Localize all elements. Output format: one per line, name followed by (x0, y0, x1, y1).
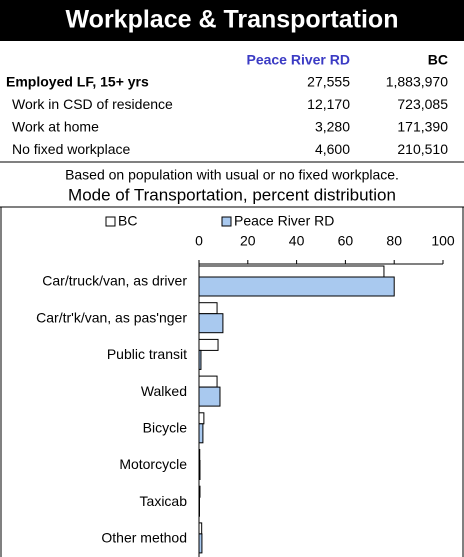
y-tick-label: Walked (141, 383, 187, 399)
bar (198, 449, 201, 461)
cell: 4,600 (315, 141, 350, 157)
bar (198, 276, 395, 297)
note: Based on population with usual or no fix… (65, 167, 399, 183)
x-tick-label: 80 (386, 233, 402, 249)
page-title: Workplace & Transportation (66, 6, 399, 34)
legend-swatch (105, 216, 116, 227)
cell: 1,883,970 (386, 74, 448, 90)
x-tick-label: 0 (195, 233, 203, 249)
row-label: Work in CSD of residence (12, 96, 173, 112)
y-tick-label: Public transit (107, 346, 187, 362)
x-tick-label: 40 (289, 233, 305, 249)
y-tick-label: Taxicab (140, 493, 188, 509)
bar (198, 460, 201, 480)
bar (198, 302, 218, 315)
y-tick-label: Motorcycle (119, 456, 187, 472)
cell: 210,510 (397, 141, 448, 157)
bar (198, 522, 203, 535)
row-label: No fixed workplace (12, 141, 130, 157)
bar (198, 423, 204, 444)
bar (198, 349, 202, 370)
y-tick-label: Other method (101, 530, 187, 546)
x-tick-label: 100 (431, 233, 455, 249)
cell: 723,085 (397, 96, 448, 112)
legend-swatch (221, 216, 232, 227)
row-label: Work at home (12, 119, 99, 135)
cell: 27,555 (307, 74, 350, 90)
y-tick-label: Car/truck/van, as driver (42, 273, 187, 289)
bar (198, 265, 385, 278)
x-tick-label: 60 (338, 233, 354, 249)
x-tick-label: 20 (240, 233, 256, 249)
legend-label: BC (118, 213, 137, 229)
column-header: Peace River RD (246, 52, 350, 68)
y-tick-label: Car/tr'k/van, as pas'nger (36, 309, 187, 325)
cell: 171,390 (397, 119, 448, 135)
legend-label: Peace River RD (234, 213, 334, 229)
bar (198, 412, 205, 425)
bar (198, 375, 218, 388)
row-label: Employed LF, 15+ yrs (6, 74, 149, 90)
bar (198, 313, 224, 334)
bar (198, 386, 221, 407)
column-header: BC (428, 52, 448, 68)
y-tick-label: Bicycle (143, 420, 188, 436)
bar (198, 533, 203, 554)
cell: 3,280 (315, 119, 350, 135)
title-band (0, 0, 464, 41)
bar (198, 485, 201, 498)
cell: 12,170 (307, 96, 350, 112)
bar (198, 338, 219, 351)
chart-title: Mode of Transportation, percent distribu… (68, 185, 396, 204)
